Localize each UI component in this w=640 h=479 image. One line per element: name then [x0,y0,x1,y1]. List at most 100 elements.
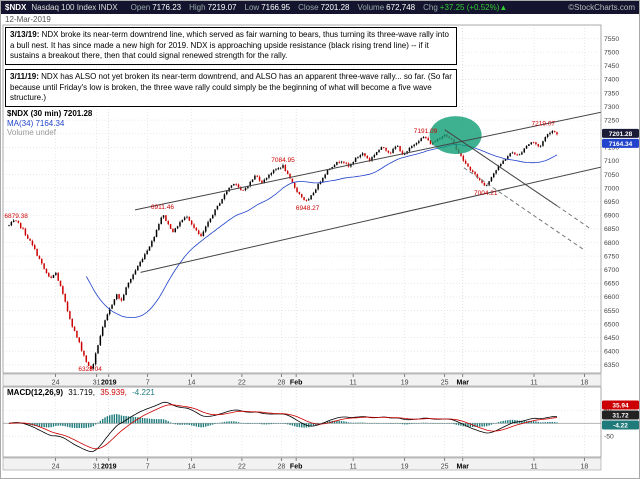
date-axis-label: 11 [350,464,357,471]
date-axis-label: 25 [441,380,449,387]
date-axis-label: 2019 [101,380,117,387]
ohlc-field-chg: Chg +37.25 (+0.52%)▲ [423,3,508,12]
swing-label: 6328.04 [78,366,102,373]
swing-label: 6911.46 [151,204,174,211]
price-axis-label: 7450 [604,63,619,70]
date-axis-label: 7 [146,464,150,471]
bull-nest-highlight-ellipse [429,116,482,155]
macd-value-2: 35.939, [100,388,127,397]
ohlc-field-close: Close 7201.28 [298,3,350,12]
swing-label: 6879.38 [4,213,28,220]
macd-value-3: -4.221 [132,388,155,397]
macd-layer [8,401,558,453]
ma-line [85,144,558,318]
macd-legend-name: MACD(12,26,9) [7,388,64,397]
date-axis-label: 24 [52,380,60,387]
legend-ma-line: MA(34) 7164.34 [7,118,65,128]
svg-text:-4.22: -4.22 [613,422,628,429]
date-axis-label: Feb [290,380,302,387]
date-axis-label: Feb [290,464,302,471]
macd-value-badge: -4.22 [602,420,639,430]
date-axis-label: 28 [277,464,285,471]
date-axis-label: 25 [441,464,449,471]
macd-panel-legend: MACD(12,26,9) 31.719, 35.939, -4.221 [7,388,155,397]
price-axis-label: 6600 [604,294,619,301]
date-axis-label: 28 [277,380,285,387]
date-axis-label: 18 [581,464,589,471]
note-date: 3/11/19: [10,72,39,81]
price-axis-label: 6350 [604,362,619,369]
date-axis-label: 18 [581,380,589,387]
date-axis-label: 24 [52,464,60,471]
date-axis-label: 31 [93,380,101,387]
symbol-name: Nasdaq 100 Index INDX [31,3,118,12]
ohlc-field-high: High 7219.07 [189,3,237,12]
price-axis-label: 6900 [604,213,619,220]
price-axis-label: 7250 [604,117,619,124]
date-axis-label: 19 [401,464,409,471]
macd-panel [3,387,601,457]
macd-axis-label: -50 [604,434,614,441]
price-axis-label: 7500 [604,49,619,56]
swing-label: 7191.09 [414,128,438,135]
price-axis-label: 7000 [604,185,619,192]
svg-text:31.72: 31.72 [612,412,629,419]
date-axis-label: 7 [146,380,150,387]
svg-text:7201.28: 7201.28 [609,131,633,138]
swing-label: 7004.21 [474,190,498,197]
svg-text:35.94: 35.94 [612,402,629,409]
price-axis-label: 7150 [604,145,619,152]
date-axis-label: 14 [188,380,196,387]
price-axis-label: 7350 [604,90,619,97]
swing-label: 7084.95 [271,157,295,164]
swing-label: 7219.07 [532,121,556,128]
annotation-note-1: 3/13/19: NDX broke its near-term downtre… [5,27,457,65]
price-axis-label: 6650 [604,281,619,288]
note-text: NDX broke its near-term downtrend line, … [10,30,449,60]
swing-price-labels: 6879.38 6328.04 6911.46 7084.95 6948.27 7191.… [4,121,555,373]
copyright-watermark: ©StockCharts.com [568,3,635,12]
note-date: 3/13/19: [10,30,40,39]
symbol-ticker: $NDX [5,3,27,12]
price-axis-label: 6500 [604,321,619,328]
price-axis-label: 6850 [604,226,619,233]
date-axis-label: 14 [188,464,196,471]
macd-value-badge: 31.72 [602,410,639,420]
price-axis-label: 6450 [604,335,619,342]
header-bar: $NDX Nasdaq 100 Index INDX Open 7176.23 Hi… [1,1,639,14]
price-axis-label: 7100 [604,158,619,165]
ohlc-field-low: Low 7166.95 [244,3,291,12]
ma-value-badge: 7164.34 [602,138,639,148]
date-axis-label: 31 [93,464,101,471]
date-axis-label: 22 [238,380,246,387]
price-axis-label: 6750 [604,253,619,260]
ohlc-summary: Open 7176.23 High 7219.07 Low 7166.95 Close 720… [131,1,508,14]
date-axis-label: Mar [457,464,470,471]
legend-volume-line: Volume undef [7,128,56,137]
chart-date: 12-Mar-2019 [5,15,51,24]
price-panel-legend: $NDX (30 min) 7201.28 MA(34) 7164.34 Vol… [7,109,92,138]
date-axis-strip [2,373,602,387]
price-axis-label: 7400 [604,77,619,84]
date-axis-strip [2,457,602,471]
date-axis-label: 2019 [101,464,117,471]
price-axis-label: 6550 [604,308,619,315]
macd-value-1: 31.719, [68,388,95,397]
svg-text:7164.34: 7164.34 [609,141,633,148]
date-axis-label: 22 [238,464,246,471]
price-axis-label: 6800 [604,240,619,247]
price-axis-label: 7550 [604,36,619,43]
price-axis-label: 7300 [604,104,619,111]
macd-value-badge: 35.94 [602,400,639,410]
trendlines-layer [134,111,601,273]
macd-signal-line [8,404,558,450]
annotation-note-2: 3/11/19: NDX has ALSO not yet broken its… [5,69,457,107]
date-axis-label: 11 [530,380,537,387]
price-axis-label: 6400 [604,349,619,356]
price-axis-label: 6700 [604,267,619,274]
swing-label: 6948.27 [296,205,320,212]
last-price-badge: 7201.28 [602,128,639,138]
date-axis-label: 19 [401,380,409,387]
price-axis-label: 6950 [604,199,619,206]
